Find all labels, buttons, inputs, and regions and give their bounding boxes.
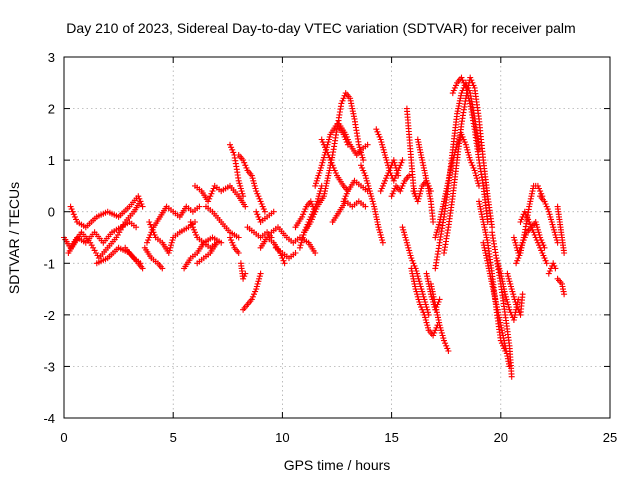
data-point-track xyxy=(554,275,568,298)
data-point-track xyxy=(399,224,432,318)
data-point-track xyxy=(318,136,351,195)
data-point-track xyxy=(244,224,275,241)
x-tick-label: 25 xyxy=(603,430,617,445)
y-tick-label: -3 xyxy=(43,359,55,374)
data-point-track xyxy=(513,182,546,267)
data-point-track xyxy=(192,182,249,210)
data-point-track xyxy=(329,198,369,225)
data-point-track xyxy=(144,203,203,246)
data-point-track xyxy=(358,162,386,246)
x-tick-labels: 0 5 10 15 20 25 xyxy=(60,430,617,445)
chart-title: Day 210 of 2023, Sidereal Day-to-day VTE… xyxy=(66,20,575,36)
data-point-track xyxy=(227,234,242,256)
data-point-track xyxy=(403,105,419,200)
x-axis-label: GPS time / hours xyxy=(284,457,391,473)
data-point-track xyxy=(504,270,526,318)
data-point-track xyxy=(408,265,441,339)
data-point-track xyxy=(93,244,146,272)
data-point-track xyxy=(141,244,166,272)
y-tick-label: -4 xyxy=(43,411,55,426)
data-point-track xyxy=(181,234,225,272)
data-point-track xyxy=(67,193,146,231)
data-point-track xyxy=(423,270,443,313)
y-tick-label: 2 xyxy=(48,102,55,117)
x-tick-label: 15 xyxy=(384,430,398,445)
data-point-track xyxy=(377,157,402,195)
x-tick-label: 5 xyxy=(170,430,177,445)
x-tick-label: 20 xyxy=(494,430,508,445)
y-tick-labels: 3 2 1 0 -1 -2 -3 -4 xyxy=(43,50,55,426)
data-point-track xyxy=(301,90,367,236)
data-point-track xyxy=(554,203,568,256)
data-point-track xyxy=(272,244,299,262)
plot-frame xyxy=(63,56,611,419)
data-point-track xyxy=(480,239,513,370)
data-point-track xyxy=(65,198,144,262)
data-point-track xyxy=(545,260,559,277)
data-point-track xyxy=(340,177,371,205)
grid xyxy=(64,57,610,418)
data-point-track xyxy=(414,136,437,225)
data-point-track xyxy=(441,74,496,256)
data-point-track xyxy=(146,219,198,256)
data-point-track xyxy=(388,172,413,200)
data-point-track xyxy=(537,193,561,246)
data-point-track xyxy=(517,208,550,267)
y-axis-label: SDTVAR / TECUs xyxy=(6,182,22,294)
data-point-track xyxy=(336,121,371,158)
data-point-track xyxy=(235,152,268,215)
data-point-track xyxy=(237,260,249,282)
data-point-track xyxy=(122,244,144,267)
data-point-track xyxy=(253,208,277,225)
data-point-track xyxy=(203,203,242,241)
y-tick-label: 0 xyxy=(48,205,55,220)
data-point-track xyxy=(240,270,264,313)
data-point-track xyxy=(257,234,288,267)
y-tick-label: 1 xyxy=(48,153,55,168)
x-tick-label: 0 xyxy=(60,430,67,445)
data-points xyxy=(61,74,568,380)
axis-ticks xyxy=(63,56,611,419)
y-tick-label: 3 xyxy=(48,50,55,65)
data-point-track xyxy=(194,239,220,267)
y-tick-label: -1 xyxy=(43,256,55,271)
x-tick-label: 10 xyxy=(275,430,289,445)
data-point-track xyxy=(432,131,482,241)
y-tick-label: -2 xyxy=(43,308,55,323)
data-point-track xyxy=(227,141,247,200)
data-point-track xyxy=(449,74,491,225)
